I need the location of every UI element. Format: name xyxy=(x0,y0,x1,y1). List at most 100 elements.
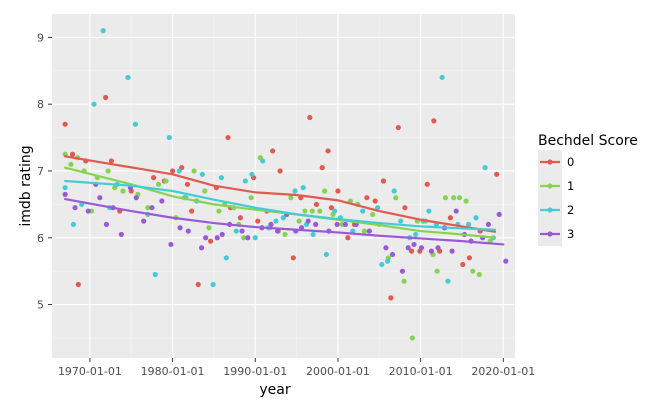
legend-label: 1 xyxy=(567,179,574,193)
x-tick-label: 2000-01-01 xyxy=(306,365,370,378)
legend-label: 2 xyxy=(567,203,574,217)
data-point xyxy=(282,231,288,238)
y-tick-label: 7 xyxy=(37,165,44,178)
data-point xyxy=(398,218,404,224)
x-axis-title: year xyxy=(259,382,290,398)
data-point xyxy=(470,268,476,274)
data-point xyxy=(453,208,459,214)
data-point xyxy=(434,268,440,274)
x-tick-label: 1990-01-01 xyxy=(223,365,287,378)
data-point xyxy=(210,281,216,288)
data-point xyxy=(245,235,251,241)
data-point xyxy=(313,201,320,207)
data-point xyxy=(218,175,224,181)
data-point xyxy=(241,235,247,241)
data-point xyxy=(149,205,155,211)
data-point xyxy=(409,335,415,341)
legend-item-0: 0 xyxy=(538,150,574,174)
data-point xyxy=(395,124,401,131)
data-point xyxy=(405,245,411,251)
data-point xyxy=(252,235,258,241)
data-point xyxy=(199,171,205,177)
x-tick-label: 2010-01-01 xyxy=(389,365,453,378)
data-point xyxy=(496,211,502,217)
data-point xyxy=(242,178,248,184)
legend-key-point xyxy=(547,207,553,213)
data-point xyxy=(141,218,147,224)
data-point xyxy=(310,231,316,238)
data-point xyxy=(268,221,274,228)
data-point xyxy=(309,208,315,214)
data-point xyxy=(302,208,308,214)
data-point xyxy=(280,215,286,221)
data-point xyxy=(411,241,417,248)
y-axis: 5 6 7 8 9 xyxy=(37,31,52,312)
legend-title: Bechdel Score xyxy=(538,133,638,149)
data-point xyxy=(255,218,261,224)
y-tick-label: 9 xyxy=(37,31,44,44)
data-point xyxy=(300,185,306,191)
data-point xyxy=(442,195,449,201)
data-point xyxy=(166,134,172,141)
data-point xyxy=(449,248,455,254)
data-point xyxy=(379,261,385,268)
data-point xyxy=(91,101,97,107)
x-axis: 1970-01-01 1980-01-01 1990-01-01 2000-01-01… xyxy=(58,358,535,378)
data-point xyxy=(97,195,103,201)
data-point xyxy=(317,208,323,214)
data-point xyxy=(460,261,466,268)
data-point xyxy=(223,255,229,261)
data-point xyxy=(260,158,266,164)
data-point xyxy=(350,228,356,234)
data-point xyxy=(366,228,372,234)
data-point xyxy=(393,195,399,201)
data-point xyxy=(103,221,110,228)
series-points xyxy=(62,28,509,341)
data-point xyxy=(408,248,415,254)
data-point xyxy=(120,188,126,194)
data-point xyxy=(195,281,201,288)
data-point xyxy=(62,191,68,197)
data-point xyxy=(328,205,334,211)
data-point xyxy=(237,215,243,221)
data-point xyxy=(375,205,381,211)
data-point xyxy=(307,114,313,121)
data-point xyxy=(273,218,279,224)
data-point xyxy=(323,251,329,258)
data-point xyxy=(364,195,370,201)
data-point xyxy=(62,121,68,127)
y-tick-label: 6 xyxy=(37,232,44,245)
data-point xyxy=(389,251,396,258)
data-point xyxy=(431,118,437,124)
data-point xyxy=(313,221,319,228)
data-point xyxy=(206,225,212,231)
legend-key-point xyxy=(547,159,553,165)
data-point xyxy=(463,198,469,204)
data-point xyxy=(270,148,276,154)
legend-label: 3 xyxy=(567,227,574,241)
data-point xyxy=(62,185,68,191)
data-point xyxy=(189,208,195,214)
data-point xyxy=(103,94,109,101)
legend-key-point xyxy=(547,231,553,237)
data-point xyxy=(214,235,220,241)
data-point xyxy=(185,228,191,234)
series-2-points xyxy=(62,28,496,288)
legend-item-2: 2 xyxy=(538,198,574,222)
data-point xyxy=(118,231,124,238)
data-point xyxy=(163,178,169,184)
data-point xyxy=(426,208,432,214)
data-point xyxy=(482,165,488,171)
data-point xyxy=(445,278,451,284)
data-point xyxy=(239,228,245,234)
data-point xyxy=(335,188,341,194)
data-point xyxy=(465,221,472,228)
data-point xyxy=(391,188,397,194)
data-point xyxy=(360,208,366,214)
data-point xyxy=(105,168,111,174)
legend-item-3: 3 xyxy=(538,222,574,246)
data-point xyxy=(248,195,254,201)
data-point xyxy=(466,255,473,261)
data-point xyxy=(401,278,407,284)
